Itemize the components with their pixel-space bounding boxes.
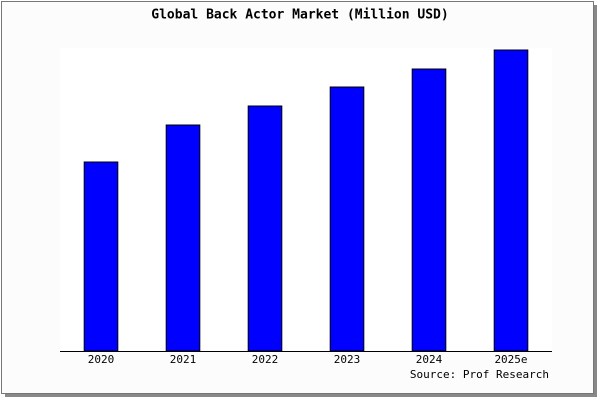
- x-tick-label: 2020: [88, 353, 115, 366]
- bar: [165, 124, 201, 352]
- x-tick-label: 2021: [170, 353, 197, 366]
- bar: [83, 161, 119, 352]
- chart-title: Global Back Actor Market (Million USD): [151, 8, 448, 23]
- x-tick-label: 2022: [252, 353, 279, 366]
- plot-area: [60, 48, 552, 351]
- x-tick-label: 2024: [416, 353, 443, 366]
- bar: [329, 86, 365, 352]
- x-tick-label: 2023: [334, 353, 361, 366]
- bar: [411, 68, 447, 352]
- bar: [493, 49, 529, 352]
- source-note: Source: Prof Research: [410, 368, 549, 381]
- bar: [247, 105, 283, 352]
- x-tick-label: 2025e: [494, 353, 527, 366]
